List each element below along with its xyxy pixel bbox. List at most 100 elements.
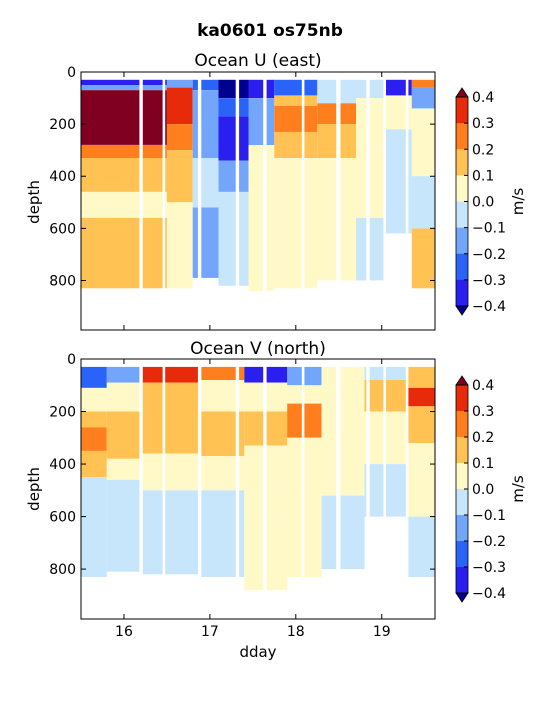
ocean-u-colorbar-tick-label: −0.1	[472, 221, 506, 237]
ocean-u-colorbar-tick-label: 0.2	[472, 142, 494, 158]
ocean-u-heatmap	[81, 72, 435, 330]
ocean-u-colorbar-tick-label: −0.4	[472, 299, 506, 315]
ocean-u-heatmap-cell	[274, 79, 318, 96]
ocean-v-colorbar-tick-label: −0.4	[472, 586, 506, 602]
ocean-u-ytick-label: 0	[67, 65, 76, 81]
ocean-u-heatmap-cell	[218, 79, 249, 98]
ocean-u-heatmap-cell	[274, 105, 318, 132]
ocean-v-data-gap	[235, 359, 240, 619]
ocean-v-xlabel: dday	[239, 643, 276, 661]
ocean-v-heatmap-cell	[201, 366, 245, 380]
ocean-v-colorbar-extend-max	[455, 375, 469, 386]
ocean-u-heatmap-cell	[386, 79, 412, 96]
ocean-v-heatmap-cell	[106, 382, 142, 412]
ocean-u-heatmap-cell	[166, 79, 193, 88]
ocean-u-plot-frame	[80, 71, 436, 331]
ocean-v-colorbar-tick-label: 0.2	[472, 430, 494, 446]
ocean-v-heatmap-cell	[106, 366, 142, 383]
ocean-u-heatmap-cell	[411, 79, 435, 88]
ocean-u-colorbar-tick-label: −0.3	[472, 273, 506, 289]
ocean-u-heatmap-cell	[81, 145, 167, 158]
ocean-u-heatmap-cell	[248, 98, 275, 145]
ocean-v-colorbar-tick-label: −0.3	[472, 560, 506, 576]
ocean-v-heatmap-cell	[81, 366, 107, 388]
ocean-v-data-gap	[366, 359, 370, 619]
ocean-v-heatmap-cell	[106, 411, 142, 459]
ocean-v-colorbar-tick-label: −0.1	[472, 508, 506, 524]
ocean-u-heatmap-cell	[248, 145, 275, 192]
ocean-v-heatmap-cell	[141, 490, 202, 575]
ocean-v-panel: Ocean V (north) depth dday 0 200 400 600 800…	[25, 339, 527, 661]
ocean-v-data-gap	[197, 359, 202, 619]
ocean-v-data-gap	[139, 359, 143, 619]
figure-title: ka0601 os75nb	[197, 21, 343, 41]
ocean-u-heatmap-cell	[192, 158, 219, 208]
ocean-u-heatmap-cell	[248, 79, 275, 98]
ocean-u-heatmap-cell	[166, 202, 193, 289]
ocean-v-heatmap-cell	[407, 443, 435, 517]
ocean-u-data-gap	[235, 72, 240, 330]
ocean-v-heatmap-cell	[287, 403, 322, 438]
ocean-u-heatmap-cell	[192, 79, 219, 91]
ocean-u-colorbar-bin	[456, 253, 468, 281]
ocean-v-heatmap-cell	[407, 366, 435, 388]
ocean-u-heatmap-cell	[411, 176, 435, 229]
ocean-u-colorbar-tick-label: −0.2	[472, 247, 506, 263]
ocean-v-xtick-label: 18	[287, 624, 305, 640]
ocean-v-plot-frame	[80, 358, 436, 620]
ocean-u-ytick-label: 400	[49, 169, 76, 185]
ocean-v-colorbar-tick-label: −0.2	[472, 534, 506, 550]
ocean-u-data-gap	[366, 72, 370, 330]
ocean-v-data-gap	[263, 359, 267, 619]
ocean-u-ytick-label: 800	[49, 273, 76, 289]
ocean-u-colorbar-extend-min	[455, 305, 469, 316]
ocean-u-title: Ocean U (east)	[194, 51, 321, 71]
ocean-v-heatmap-cell	[287, 366, 322, 386]
ocean-u-heatmap-cell	[411, 108, 435, 177]
ocean-v-title: Ocean V (north)	[190, 339, 326, 359]
ocean-u-colorbar-bin	[456, 227, 468, 255]
ocean-u-heatmap-cell	[81, 90, 167, 145]
ocean-v-ytick-label: 400	[49, 457, 76, 473]
ocean-v-ytick-label: 0	[67, 352, 76, 368]
ocean-u-heatmap-cell	[411, 87, 435, 109]
ocean-u-colorbar-tick-label: 0.3	[472, 116, 494, 132]
ocean-v-colorbar-bin	[456, 489, 468, 516]
ocean-u-heatmap-cell	[356, 98, 387, 151]
ocean-u-heatmap-cell	[218, 160, 249, 192]
ocean-v-heatmap-cell	[407, 516, 435, 577]
ocean-u-data-gap	[336, 72, 341, 330]
ocean-v-ytick-label: 600	[49, 510, 76, 526]
ocean-u-heatmap-cell	[248, 191, 275, 291]
ocean-u-heatmap-cell	[81, 79, 167, 85]
ocean-u-data-gap	[162, 72, 166, 330]
ocean-u-heatmap-cell	[81, 85, 167, 91]
ocean-u-colorbar-bin	[456, 175, 468, 202]
ocean-u-heatmap-cell	[411, 228, 435, 289]
ocean-v-heatmap-cell	[321, 385, 365, 438]
ocean-v-heatmap-cell	[81, 411, 107, 428]
ocean-u-heatmap-cell	[356, 79, 387, 98]
ocean-v-colorbar: −0.4 −0.3 −0.2 −0.1 0.0 0.1 0.2 0.3 0.4 m/s	[455, 375, 527, 603]
ocean-v-colorbar-extend-min	[455, 592, 469, 603]
ocean-v-heatmap-cell	[141, 366, 202, 383]
ocean-v-heatmap-cell	[321, 437, 365, 496]
ocean-v-colorbar-bin	[456, 515, 468, 542]
ocean-v-heatmap-cell	[321, 495, 365, 570]
ocean-v-heatmap-cell	[321, 366, 365, 386]
ocean-u-heatmap-cell	[166, 124, 193, 151]
ocean-v-colorbar-label: m/s	[509, 475, 527, 503]
ocean-v-heatmap-cell	[287, 437, 322, 496]
ocean-u-colorbar-tick-label: 0.4	[472, 90, 494, 106]
ocean-v-colorbar-bin	[456, 437, 468, 464]
ocean-v-heatmap-cell	[81, 427, 107, 451]
ocean-v-heatmap-cell	[287, 495, 322, 577]
ocean-v-xtick-label: 16	[115, 624, 133, 640]
ocean-v-xtick-label: 19	[373, 624, 391, 640]
ocean-v-data-gap	[301, 359, 305, 619]
ocean-v-ytick-label: 200	[49, 405, 76, 421]
ocean-u-heatmap-cell	[274, 95, 318, 106]
ocean-v-colorbar-bin	[456, 463, 468, 490]
ocean-u-ytick-label: 600	[49, 221, 76, 237]
